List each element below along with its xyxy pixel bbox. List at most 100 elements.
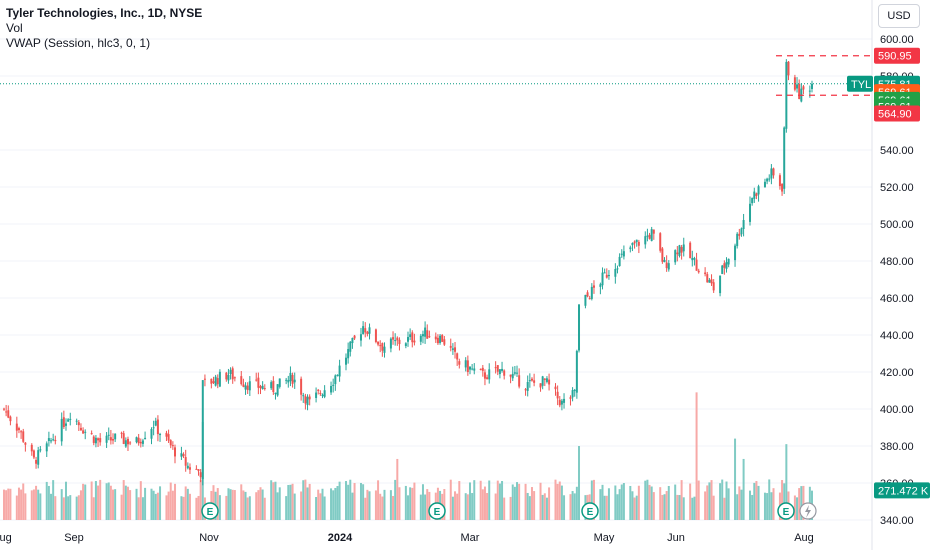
candle-body <box>315 392 318 399</box>
candle-body <box>706 274 709 283</box>
volume-bar <box>244 491 247 520</box>
chart-legend: Tyler Technologies, Inc., 1D, NYSE Vol V… <box>6 6 202 51</box>
volume-bar <box>661 494 664 520</box>
vwap-indicator-label[interactable]: VWAP (Session, hlc3, 0, 1) <box>6 36 151 50</box>
volume-bar <box>637 485 640 520</box>
candle-body <box>114 433 117 440</box>
earnings-e-icon-glyph: E <box>783 507 790 518</box>
candle-body <box>528 380 531 382</box>
volume-bar <box>47 485 50 520</box>
candle-body <box>637 241 640 246</box>
candle-body <box>620 253 623 255</box>
earnings-e-icon[interactable] <box>428 502 446 520</box>
candle-body <box>650 229 653 241</box>
volume-bar <box>9 488 12 520</box>
candle-body <box>255 379 258 381</box>
candle-body <box>766 178 769 182</box>
candle-body <box>349 341 352 352</box>
volume-bar <box>317 489 320 520</box>
volume-bar <box>24 493 27 520</box>
candle-body <box>210 378 213 384</box>
candle-body <box>661 248 664 262</box>
candle-body <box>578 304 581 351</box>
volume-bar <box>377 480 380 520</box>
candle-body <box>618 256 621 266</box>
currency-button[interactable]: USD <box>878 4 920 28</box>
candle-body <box>571 390 574 398</box>
candle-body <box>454 347 457 352</box>
candle-body <box>614 269 617 277</box>
volume-bar <box>616 494 619 520</box>
volume-bar <box>563 495 566 520</box>
candle-body <box>246 385 249 390</box>
volume-bar <box>227 488 230 520</box>
candle-body <box>359 334 362 341</box>
volume-bar <box>362 484 365 520</box>
volume-bar <box>599 489 602 520</box>
volume-bar <box>511 484 514 520</box>
volume-bar <box>682 497 685 520</box>
price-tick-label: 380.00 <box>880 441 914 453</box>
volume-bar <box>67 496 70 520</box>
price-tick-label: 500.00 <box>880 219 914 231</box>
volume-bar <box>165 495 168 520</box>
volume-bar <box>274 481 277 520</box>
candle-body <box>169 440 172 446</box>
volume-bar <box>541 494 544 520</box>
candle-body <box>203 378 206 380</box>
volume-bar <box>676 494 679 520</box>
volume-bar <box>734 438 737 520</box>
candle-body <box>242 384 245 387</box>
candle-body <box>763 181 766 187</box>
candle-body <box>62 417 65 427</box>
high-price-label <box>874 47 920 64</box>
candle-body <box>451 348 454 350</box>
volume-bar <box>753 482 756 520</box>
candle-body <box>496 365 499 372</box>
candle-body <box>605 274 608 278</box>
volume-bar <box>150 488 153 520</box>
candle-body <box>122 433 125 444</box>
volume-bar <box>144 487 147 520</box>
volume-bar <box>530 487 533 520</box>
price-labels: 590.95TYL575.81569.61569.61569.61564.902… <box>847 47 930 499</box>
volume-bar <box>736 494 739 520</box>
earnings-e-icon[interactable] <box>201 502 219 520</box>
high-price-label-text: 590.95 <box>878 51 912 63</box>
volume-bar <box>451 496 454 520</box>
candle-body <box>135 437 138 443</box>
volume-bar <box>351 492 354 520</box>
time-tick-label: 2024 <box>328 532 353 544</box>
volume-bar <box>763 492 766 520</box>
candle-body <box>353 335 356 339</box>
volume-bar <box>635 495 638 520</box>
earnings-e-icon[interactable] <box>581 502 599 520</box>
volume-bar <box>255 492 258 520</box>
volume-bar <box>330 488 333 520</box>
candle-body <box>601 272 604 286</box>
candle-body <box>351 337 354 344</box>
volume-bar <box>90 481 93 520</box>
volume-bar <box>242 490 245 520</box>
candle-body <box>233 377 236 379</box>
candle-body <box>498 369 501 375</box>
candle-body <box>77 422 80 426</box>
volume-bar <box>648 484 651 520</box>
volume-bar <box>498 483 501 520</box>
candle-body <box>516 372 519 374</box>
volume-bar <box>54 496 57 520</box>
volume-bar <box>248 496 251 520</box>
volume-bar <box>197 495 200 520</box>
volume-bar <box>171 490 174 520</box>
candle-body <box>407 337 409 342</box>
volume-indicator-label[interactable]: Vol <box>6 21 23 35</box>
volume-bar <box>359 482 362 520</box>
candle-body <box>47 438 50 442</box>
volume-bar <box>560 485 563 520</box>
volume-bar <box>7 488 10 520</box>
candle-body <box>545 378 548 382</box>
earnings-e-icon[interactable] <box>777 502 795 520</box>
price-tick-label: 460.00 <box>880 293 914 305</box>
volume-bar <box>169 482 172 520</box>
